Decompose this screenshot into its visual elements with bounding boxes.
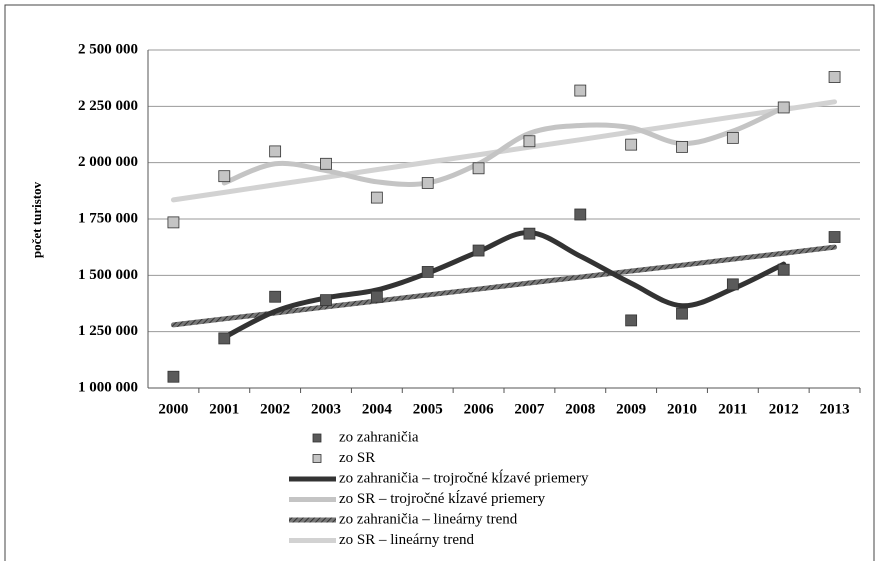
y-tick-label: 2 500 000: [78, 41, 138, 57]
x-tick-label: 2007: [514, 401, 545, 417]
y-axis-label: počet turistov: [29, 181, 44, 258]
x-tick-label: 2013: [820, 401, 850, 417]
data-point: [777, 263, 790, 276]
x-tick-label: 2008: [565, 401, 595, 417]
data-point: [523, 135, 536, 148]
y-tick-label: 2 000 000: [78, 154, 138, 170]
data-point: [828, 231, 841, 243]
data-point: [574, 84, 587, 97]
data-point: [370, 290, 383, 303]
data-point: [523, 227, 536, 240]
data-point: [320, 294, 332, 307]
x-tick-label: 2010: [667, 401, 697, 417]
data-point: [320, 157, 332, 170]
data-point: [726, 131, 739, 144]
data-point: [472, 244, 485, 257]
y-tick-label: 1 000 000: [78, 379, 138, 395]
x-tick-label: 2005: [413, 401, 443, 417]
data-point: [421, 177, 434, 189]
legend-label: zo zahraničia – trojročné kĺzavé priemer…: [339, 469, 589, 486]
series-line: [170, 244, 838, 328]
data-point: [421, 266, 434, 278]
x-tick-label: 2001: [209, 401, 239, 417]
x-tick-label: 2002: [260, 401, 290, 417]
data-point: [370, 191, 383, 204]
x-tick-label: 2004: [362, 401, 393, 417]
series-line: [170, 99, 838, 203]
legend-swatch: [312, 433, 322, 443]
data-point: [574, 208, 587, 221]
data-point: [218, 332, 231, 345]
legend-label: zo SR: [339, 450, 375, 466]
data-point: [828, 71, 841, 83]
y-tick-label: 1 500 000: [78, 267, 138, 283]
data-point: [676, 307, 688, 320]
data-point: [726, 278, 739, 291]
x-tick-label: 2012: [769, 401, 799, 417]
y-tick-label: 1 250 000: [78, 323, 138, 339]
data-point: [269, 145, 282, 158]
data-point: [167, 370, 180, 383]
legend-label: zo SR – lineárny trend: [339, 532, 474, 548]
y-tick-label: 1 750 000: [78, 210, 138, 226]
x-tick-label: 2011: [718, 401, 747, 417]
chart-frame: [4, 4, 875, 561]
data-point: [167, 216, 180, 229]
x-tick-label: 2006: [464, 401, 495, 417]
data-point: [625, 138, 638, 151]
data-point: [218, 170, 231, 183]
series-line: [221, 104, 787, 187]
x-tick-label: 2000: [158, 401, 188, 417]
y-tick-label: 2 250 000: [78, 98, 138, 114]
x-tick-label: 2003: [311, 401, 341, 417]
legend-label: zo zahraničia – lineárny trend: [339, 511, 518, 527]
data-point: [777, 101, 790, 114]
data-point: [625, 314, 638, 327]
data-point: [676, 140, 688, 153]
x-tick-label: 2009: [616, 401, 646, 417]
legend-label: zo zahraničia: [339, 429, 419, 445]
data-point: [269, 290, 282, 303]
legend-swatch: [312, 454, 322, 463]
data-point: [472, 162, 485, 175]
legend-label: zo SR – trojročné kĺzavé priemery: [339, 490, 546, 507]
